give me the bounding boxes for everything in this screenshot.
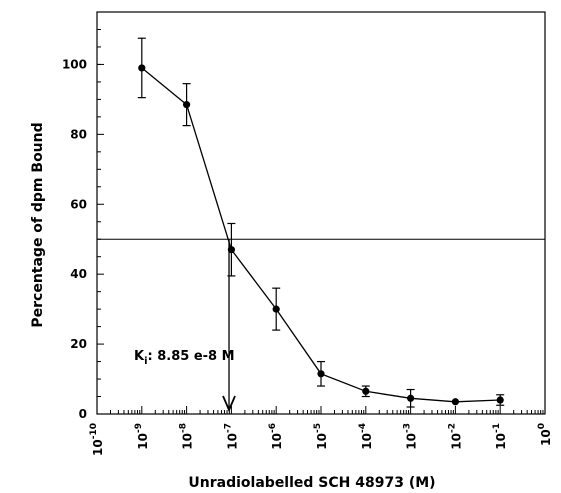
x-tick-label: 10-8: [179, 423, 195, 450]
y-tick-label: 80: [70, 127, 87, 141]
x-tick-label: 10-1: [492, 423, 508, 450]
x-tick-label: 100: [537, 423, 553, 446]
y-tick-label: 60: [70, 197, 87, 211]
x-tick-label: 10-3: [403, 423, 419, 450]
y-tick-label: 0: [79, 407, 87, 421]
data-point: [183, 101, 191, 109]
data-point: [496, 396, 504, 404]
ki-annotation-subscript: i: [144, 356, 147, 367]
data-point: [362, 387, 370, 395]
data-point: [407, 394, 415, 402]
x-tick-label: 10-6: [268, 423, 284, 450]
data-point: [317, 370, 325, 378]
y-tick-label: 20: [70, 337, 87, 351]
y-tick-label: 100: [62, 57, 87, 71]
y-axis-label: Percentage of dpm Bound: [30, 122, 46, 327]
ki-annotation-k: K: [134, 349, 145, 364]
x-tick-label: 10-7: [223, 423, 239, 450]
data-point: [272, 305, 280, 313]
x-tick-label: 10-9: [134, 423, 150, 450]
data-point: [138, 64, 146, 72]
x-axis-label: Unradiolabelled SCH 48973 (M): [188, 475, 435, 491]
ki-annotation-value: : 8.85 e-8 M: [148, 349, 235, 364]
data-point: [451, 398, 459, 406]
y-tick-label: 40: [70, 267, 87, 281]
x-tick-label: 10-5: [313, 423, 329, 450]
x-tick-label: 10-2: [447, 423, 463, 450]
x-tick-label: 10-4: [358, 423, 374, 450]
ki-arrow-head: [222, 395, 236, 413]
x-tick-label: 10-10: [89, 423, 105, 456]
ki-annotation: Ki: 8.85 e-8 M: [134, 349, 235, 367]
